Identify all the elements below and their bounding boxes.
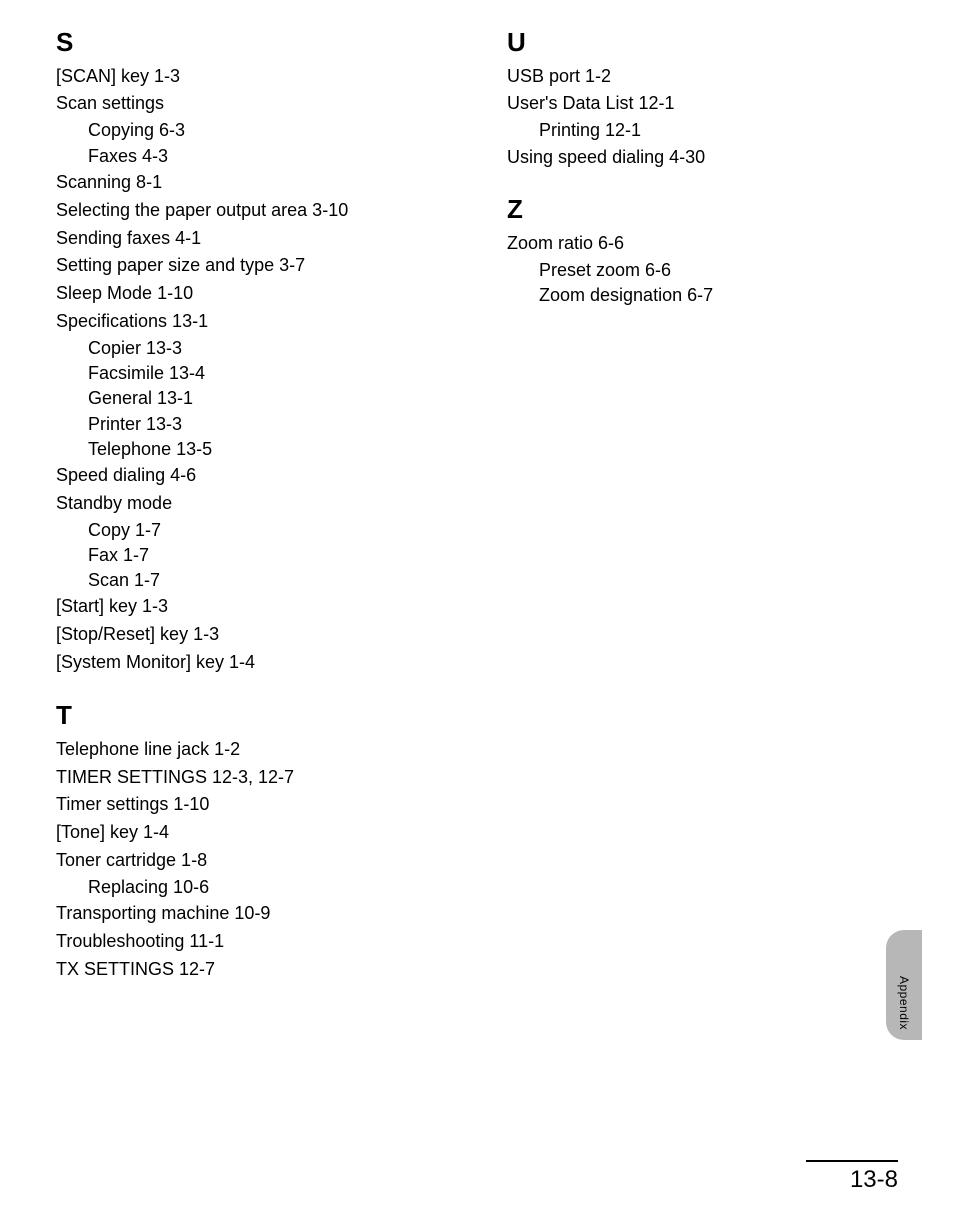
- section-letter-z: Z: [507, 195, 898, 224]
- index-subentry: Preset zoom 6-6: [507, 258, 898, 283]
- index-entry: Transporting machine 10-9: [56, 900, 447, 928]
- index-entry: [Tone] key 1-4: [56, 819, 447, 847]
- index-subentry: Zoom designation 6-7: [507, 283, 898, 308]
- index-entry: TIMER SETTINGS 12-3, 12-7: [56, 764, 447, 792]
- index-entry: Zoom ratio 6-6: [507, 230, 898, 258]
- index-entry: Sending faxes 4-1: [56, 225, 447, 253]
- section-letter-t: T: [56, 701, 447, 730]
- index-entry: Timer settings 1-10: [56, 791, 447, 819]
- right-column: U USB port 1-2 User's Data List 12-1 Pri…: [507, 28, 898, 984]
- index-entry: Standby mode: [56, 490, 447, 518]
- side-tab: Appendix: [886, 930, 922, 1040]
- index-entry: Setting paper size and type 3-7: [56, 252, 447, 280]
- index-subentry: Telephone 13-5: [56, 437, 447, 462]
- footer: 13-8: [806, 1160, 898, 1194]
- index-subentry: Fax 1-7: [56, 543, 447, 568]
- index-entry: [Start] key 1-3: [56, 593, 447, 621]
- section-letter-s: S: [56, 28, 447, 57]
- index-entry: USB port 1-2: [507, 63, 898, 91]
- index-subentry: General 13-1: [56, 386, 447, 411]
- index-entry: Speed dialing 4-6: [56, 462, 447, 490]
- footer-rule: [806, 1160, 898, 1162]
- section-gap: [507, 171, 898, 195]
- index-subentry: Replacing 10-6: [56, 875, 447, 900]
- index-entry: [Stop/Reset] key 1-3: [56, 621, 447, 649]
- columns: S [SCAN] key 1-3 Scan settings Copying 6…: [56, 28, 898, 984]
- left-column: S [SCAN] key 1-3 Scan settings Copying 6…: [56, 28, 447, 984]
- index-entry: Telephone line jack 1-2: [56, 736, 447, 764]
- index-entry: Scanning 8-1: [56, 169, 447, 197]
- page-number: 13-8: [850, 1166, 898, 1193]
- index-subentry: Copier 13-3: [56, 336, 447, 361]
- index-entry: Troubleshooting 11-1: [56, 928, 447, 956]
- section-letter-u: U: [507, 28, 898, 57]
- side-tab-label: Appendix: [897, 976, 911, 1030]
- index-entry: Toner cartridge 1-8: [56, 847, 447, 875]
- index-entry: TX SETTINGS 12-7: [56, 956, 447, 984]
- index-entry: [SCAN] key 1-3: [56, 63, 447, 91]
- index-subentry: Printer 13-3: [56, 412, 447, 437]
- section-gap: [56, 677, 447, 701]
- index-entry: Using speed dialing 4-30: [507, 144, 898, 172]
- index-entry: Specifications 13-1: [56, 308, 447, 336]
- index-subentry: Copying 6-3: [56, 118, 447, 143]
- index-subentry: Scan 1-7: [56, 568, 447, 593]
- index-subentry: Faxes 4-3: [56, 144, 447, 169]
- index-entry: Scan settings: [56, 90, 447, 118]
- page: S [SCAN] key 1-3 Scan settings Copying 6…: [0, 0, 954, 1230]
- index-entry: Selecting the paper output area 3-10: [56, 197, 447, 225]
- index-entry: User's Data List 12-1: [507, 90, 898, 118]
- index-entry: [System Monitor] key 1-4: [56, 649, 447, 677]
- index-entry: Sleep Mode 1-10: [56, 280, 447, 308]
- index-subentry: Copy 1-7: [56, 518, 447, 543]
- index-subentry: Printing 12-1: [507, 118, 898, 143]
- index-subentry: Facsimile 13-4: [56, 361, 447, 386]
